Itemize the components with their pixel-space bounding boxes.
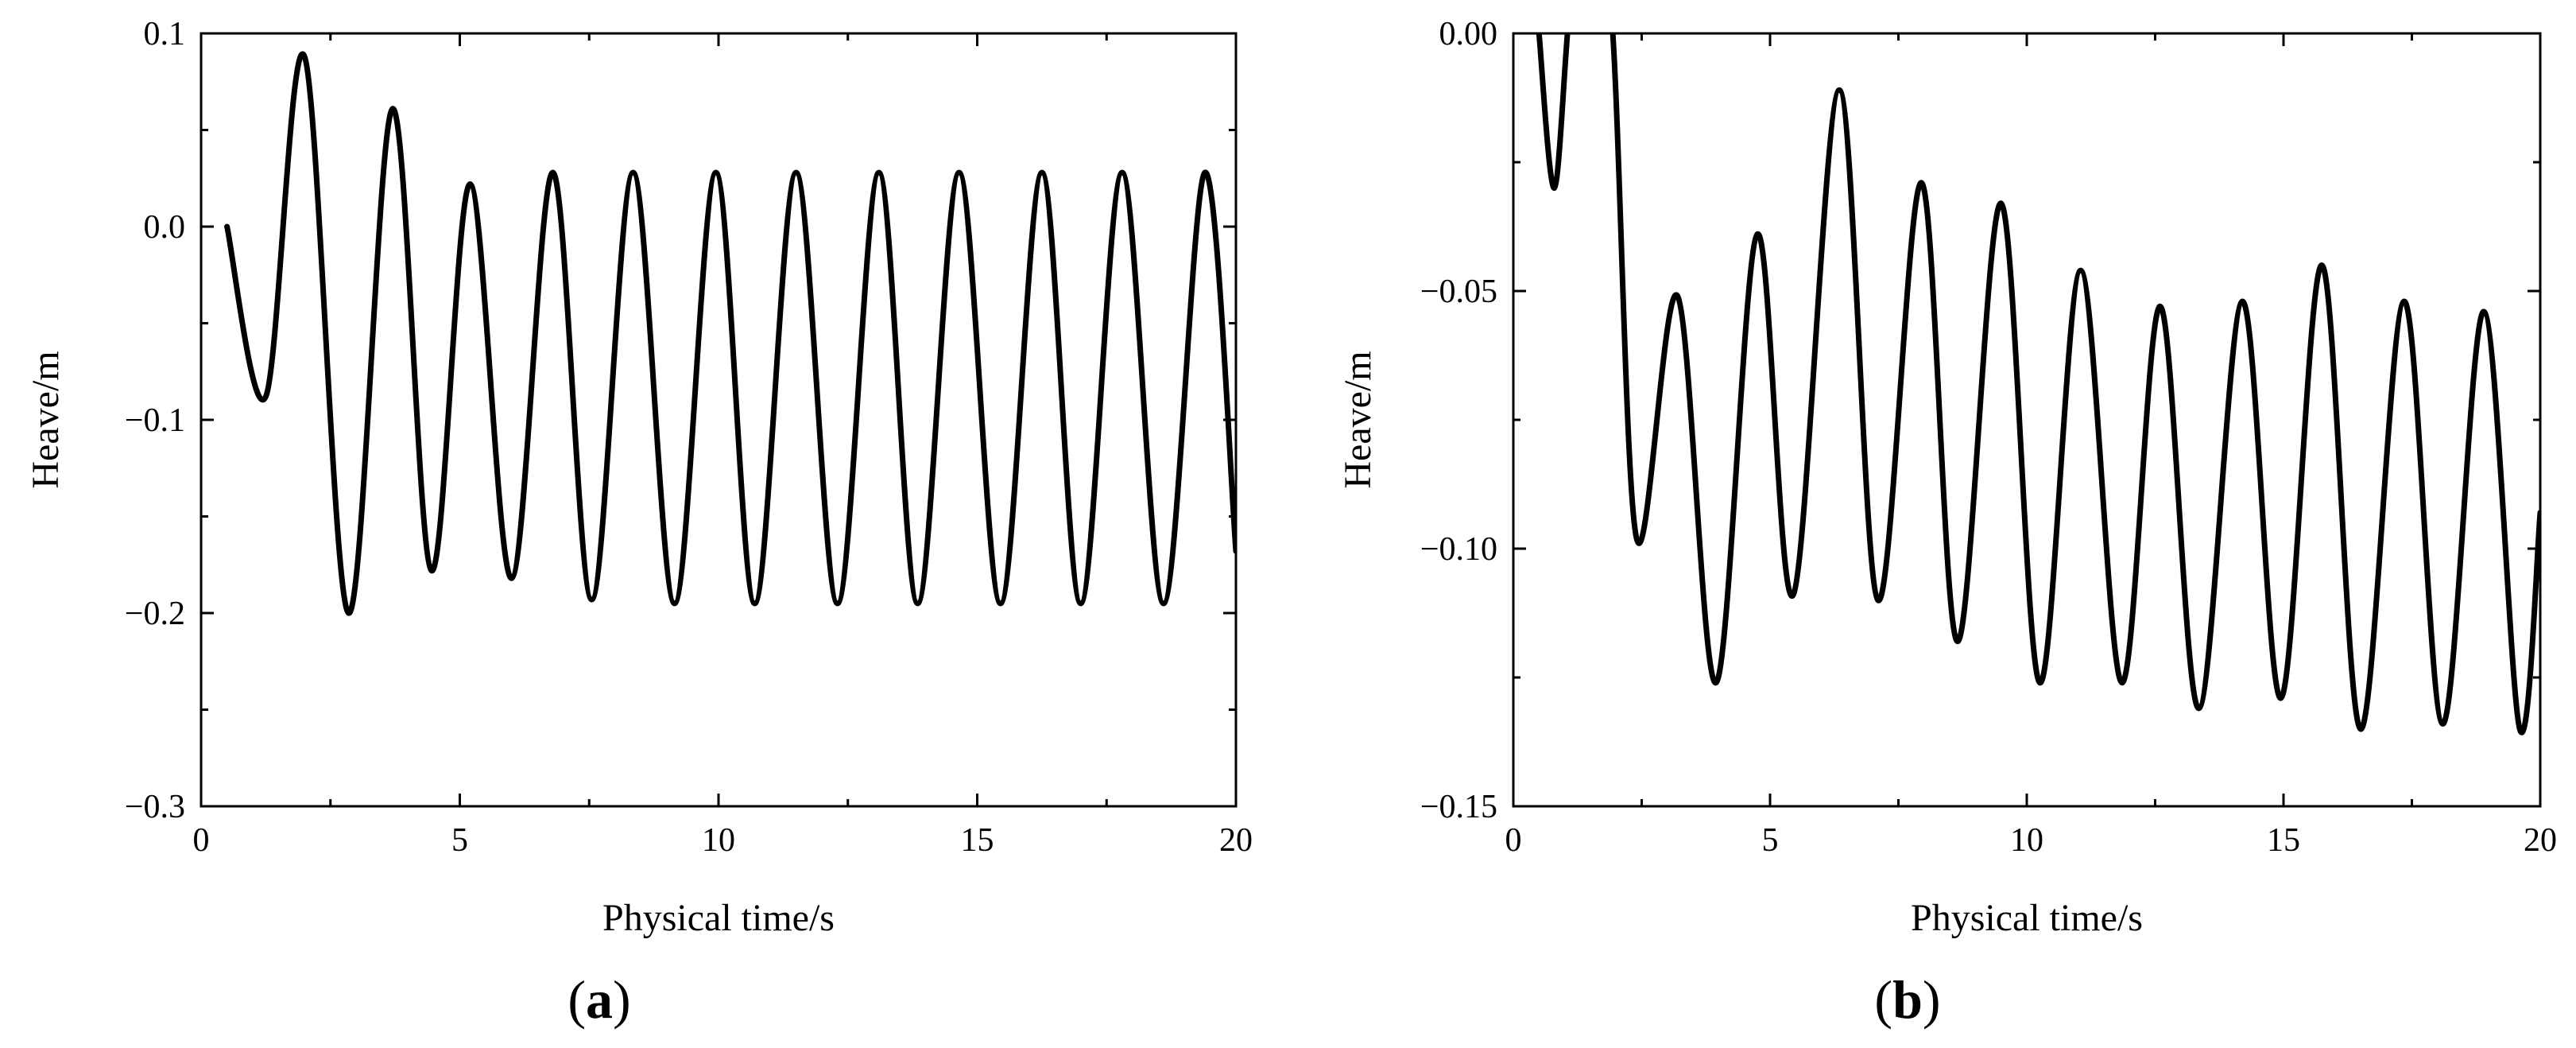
heave-series-line — [1536, 33, 2540, 736]
x-tick-label: 5 — [451, 822, 468, 859]
x-tick-label: 20 — [1219, 822, 1253, 859]
y-axis-title: Heave/m — [1337, 351, 1379, 488]
y-tick-label: −0.3 — [125, 789, 185, 825]
chart-panel-b: 0 5 10 15 20 −0.15 −0.10 −0.05 0.00 Physical time… — [1337, 16, 2557, 1030]
y-tick-label: 0.0 — [144, 209, 186, 246]
x-tick-label: 0 — [1505, 822, 1522, 859]
y-tick-label: 0.00 — [1439, 16, 1498, 52]
x-axis-title: Physical time/s — [1911, 897, 2143, 939]
x-tick-label: 0 — [193, 822, 210, 859]
y-tick-label: −0.2 — [125, 596, 185, 632]
y-tick-label: −0.15 — [1420, 789, 1497, 825]
y-tick-label: 0.1 — [144, 16, 186, 52]
plot-frame — [1512, 32, 2542, 808]
panel-label: (a) — [567, 969, 630, 1030]
plot-frame — [199, 32, 1238, 808]
heave-series-line — [224, 51, 1236, 616]
y-tick-label: −0.1 — [125, 402, 185, 439]
x-tick-label: 15 — [961, 822, 994, 859]
x-tick-label: 5 — [1762, 822, 1779, 859]
x-tick-label: 10 — [702, 822, 735, 859]
y-axis-title: Heave/m — [25, 351, 67, 488]
y-tick-label: −0.10 — [1420, 531, 1497, 568]
x-axis-title: Physical time/s — [602, 897, 835, 939]
x-tick-label: 15 — [2267, 822, 2300, 859]
x-tick-label: 20 — [2524, 822, 2557, 859]
chart-panel-a: 0 5 10 15 20 −0.3 −0.2 −0.1 0.0 0.1 Physical time/… — [25, 16, 1253, 1030]
panel-label: (b) — [1874, 969, 1940, 1030]
x-tick-label: 10 — [2010, 822, 2043, 859]
y-tick-label: −0.05 — [1420, 274, 1497, 310]
